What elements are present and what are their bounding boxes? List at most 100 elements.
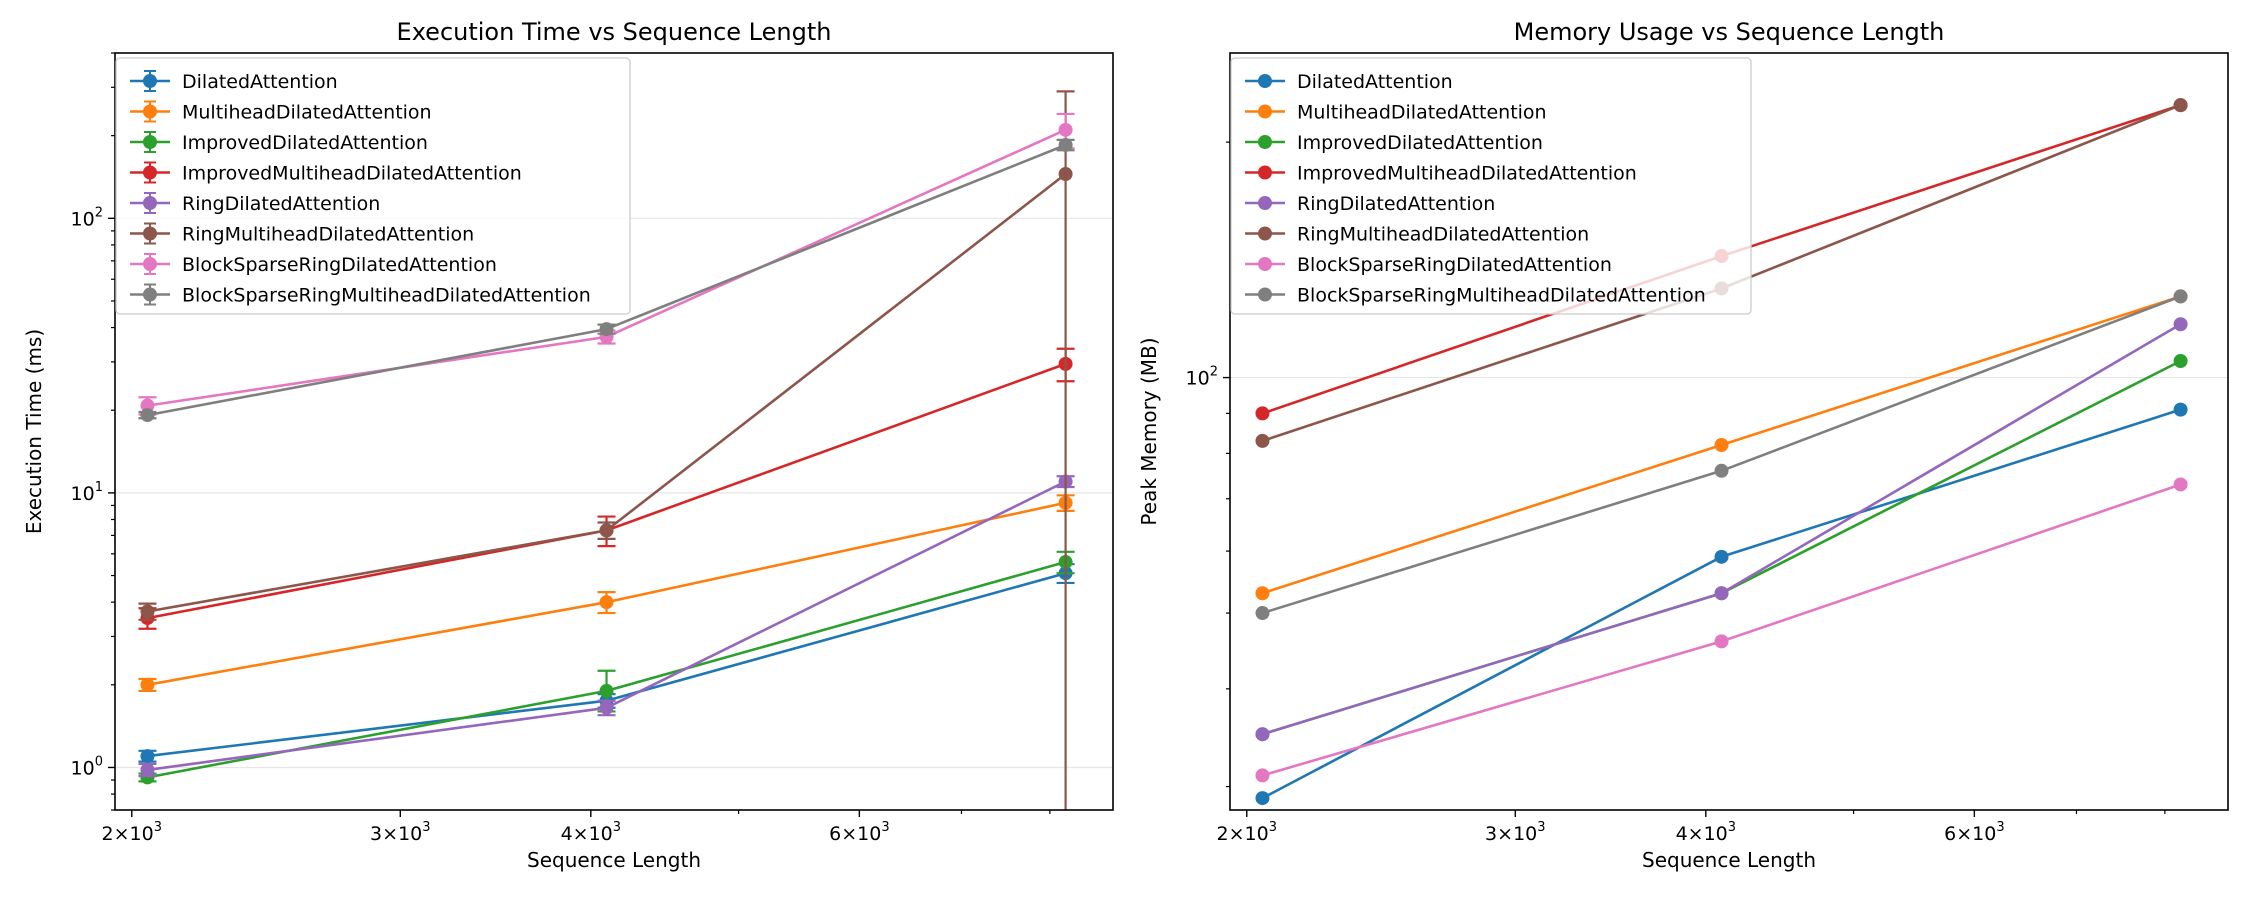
memory-usage-chart: 2×103 3×103 4×103 6×103 102 Memory Usage vs S…: [1137, 18, 2229, 872]
legend: DilatedAttention MultiheadDilatedAttentio…: [115, 57, 631, 315]
plot-frame: [114, 52, 1114, 811]
series-line-3: [147, 362, 1067, 620]
legend-swatch-marker: [1258, 165, 1272, 180]
x-tick-label-0: 2×103: [1217, 820, 1277, 845]
x-tick-label-0: 2×103: [102, 820, 162, 845]
legend-label: DilatedAttention: [182, 71, 338, 93]
plot-frame: [1229, 52, 2229, 811]
legend-item-7: BlockSparseRingMultiheadDilatedAttention: [1245, 285, 1706, 307]
legend-swatch-marker: [143, 226, 157, 241]
legend-item-0: DilatedAttention: [1245, 71, 1453, 93]
legend-swatch-marker: [1258, 287, 1272, 302]
legend-item-1: MultiheadDilatedAttention: [1245, 102, 1547, 124]
data-point: [140, 408, 155, 423]
data-point: [1714, 634, 1729, 649]
series-4: [1255, 317, 2188, 742]
legend-label: RingDilatedAttention: [1297, 193, 1495, 215]
data-point: [2173, 289, 2188, 304]
legend-label: ImprovedMultiheadDilatedAttention: [182, 163, 522, 185]
data-point: [1255, 791, 1270, 806]
x-tick-label-1: 3×103: [370, 820, 430, 845]
chart-title: Execution Time vs Sequence Length: [397, 18, 832, 46]
y-tick-label-0: 102: [1186, 365, 1218, 390]
legend-item-2: ImprovedDilatedAttention: [130, 131, 428, 154]
data-point: [599, 523, 614, 538]
data-point: [1714, 586, 1729, 601]
data-point: [1255, 406, 1270, 421]
legend-item-5: RingMultiheadDilatedAttention: [1245, 224, 1589, 246]
data-point: [1714, 463, 1729, 478]
series-2: [1255, 354, 2188, 742]
y-axis-label: Execution Time (ms): [22, 329, 46, 534]
data-point: [2173, 317, 2188, 332]
legend-swatch-marker: [1258, 74, 1272, 88]
data-point: [2173, 402, 2188, 417]
x-axis-label: Sequence Length: [527, 848, 701, 872]
x-axis-label: Sequence Length: [1642, 848, 1816, 872]
data-point: [1255, 586, 1270, 601]
legend-item-7: BlockSparseRingMultiheadDilatedAttention: [130, 283, 591, 307]
series-0: [1255, 402, 2188, 806]
y-axis-label: Peak Memory (MB): [1137, 337, 1161, 525]
legend-swatch-marker: [143, 74, 157, 88]
legend-swatch-marker: [1258, 104, 1272, 119]
series-line-4: [1262, 323, 2182, 736]
series-line-6: [1262, 483, 2182, 777]
legend-swatch-marker: [143, 104, 157, 119]
legend-label: DilatedAttention: [1297, 71, 1453, 93]
data-point: [1714, 437, 1729, 452]
y-tick-label-0: 100: [71, 754, 103, 779]
data-point: [2173, 98, 2188, 113]
legend-label: MultiheadDilatedAttention: [1297, 102, 1547, 124]
data-point: [140, 762, 155, 777]
legend: DilatedAttention MultiheadDilatedAttentio…: [1230, 57, 1752, 315]
legend-swatch-marker: [1258, 196, 1272, 210]
series-7: [1255, 289, 2188, 621]
legend-item-5: RingMultiheadDilatedAttention: [130, 222, 474, 246]
x-tick-label-2: 4×103: [561, 820, 621, 845]
legend-swatch-marker: [143, 165, 157, 180]
data-point: [1714, 549, 1729, 564]
legend-swatch-marker: [143, 135, 157, 149]
data-point: [599, 700, 614, 715]
series-1: [138, 494, 1075, 693]
legend-swatch-marker: [1258, 226, 1272, 241]
legend-item-4: RingDilatedAttention: [130, 192, 380, 215]
y-tick-label-1: 101: [71, 480, 103, 505]
plot-area: [138, 90, 1075, 810]
data-point: [1058, 167, 1073, 182]
data-point: [2173, 477, 2188, 492]
data-point: [140, 604, 155, 619]
series-6: [1255, 477, 2188, 783]
legend-swatch-marker: [143, 287, 157, 302]
legend-label: RingMultiheadDilatedAttention: [182, 224, 474, 246]
legend-label: BlockSparseRingDilatedAttention: [1297, 254, 1612, 276]
data-point: [1255, 727, 1270, 742]
data-point: [140, 749, 155, 764]
y-tick-label-2: 102: [71, 205, 103, 230]
data-point: [599, 595, 614, 610]
data-point: [2173, 354, 2188, 369]
legend-item-3: ImprovedMultiheadDilatedAttention: [1245, 163, 1637, 185]
legend-item-4: RingDilatedAttention: [1245, 193, 1495, 215]
legend-label: BlockSparseRingMultiheadDilatedAttention: [182, 285, 591, 307]
legend-label: ImprovedMultiheadDilatedAttention: [1297, 163, 1637, 185]
x-tick-label-3: 6×103: [829, 820, 889, 845]
legend-label: MultiheadDilatedAttention: [182, 102, 432, 124]
legend-item-0: DilatedAttention: [130, 70, 338, 93]
legend-item-6: BlockSparseRingDilatedAttention: [1245, 254, 1612, 276]
legend-item-1: MultiheadDilatedAttention: [130, 100, 432, 124]
legend-item-6: BlockSparseRingDilatedAttention: [130, 253, 497, 276]
legend-item-2: ImprovedDilatedAttention: [1245, 132, 1543, 154]
legend-label: ImprovedDilatedAttention: [182, 132, 428, 154]
legend-label: BlockSparseRingDilatedAttention: [182, 254, 497, 276]
legend-box: [1230, 57, 1752, 315]
legend-label: RingMultiheadDilatedAttention: [1297, 224, 1589, 246]
legend-swatch-marker: [143, 196, 157, 210]
execution-time-chart: 2×103 3×103 4×103 6×103 100 101 102 Execution T…: [22, 18, 1114, 872]
legend-label: ImprovedDilatedAttention: [1297, 132, 1543, 154]
series-5: [138, 90, 1075, 810]
data-point: [1255, 606, 1270, 621]
data-point: [1058, 122, 1073, 137]
